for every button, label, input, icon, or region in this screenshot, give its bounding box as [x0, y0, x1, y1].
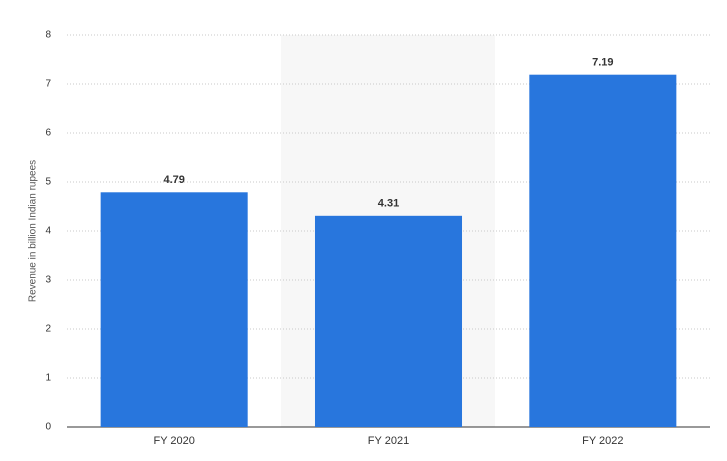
y-tick-label: 8	[45, 30, 51, 41]
data-label: 4.31	[378, 198, 399, 210]
data-label: 4.79	[163, 174, 184, 186]
y-tick-label: 3	[45, 275, 51, 286]
y-tick-label: 4	[45, 226, 51, 237]
y-tick-label: 0	[45, 422, 51, 433]
bar	[100, 192, 248, 427]
x-tick-label: FY 2022	[582, 435, 623, 447]
y-tick-label: 2	[45, 324, 51, 335]
x-tick-label: FY 2020	[153, 435, 194, 447]
y-tick-label: 1	[45, 373, 51, 384]
y-tick-label: 7	[45, 79, 51, 90]
y-tick-label: 5	[45, 177, 51, 188]
bar	[314, 215, 463, 427]
y-tick-label: 6	[45, 128, 51, 139]
y-axis-label: Revenue in billion Indian rupees	[28, 160, 39, 302]
x-tick-label: FY 2021	[368, 435, 409, 447]
bar	[529, 74, 677, 427]
data-label: 7.19	[592, 57, 613, 69]
